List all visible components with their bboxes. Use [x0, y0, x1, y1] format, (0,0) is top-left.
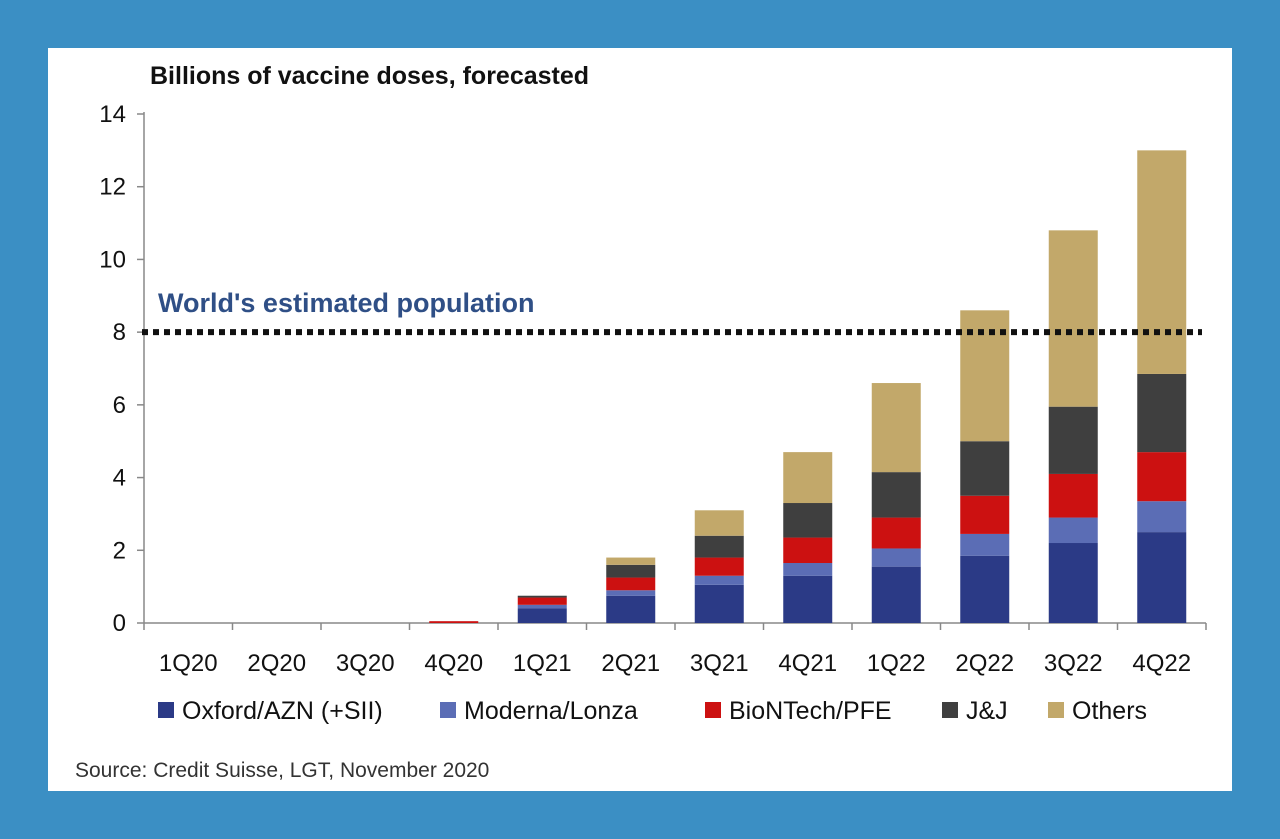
- y-tick-label: 12: [99, 174, 126, 201]
- bar-segment: [960, 555, 1010, 623]
- bar-segment: [783, 503, 833, 538]
- legend-label: Others: [1072, 697, 1147, 725]
- bar-segment: [1048, 517, 1098, 544]
- bar-segment: [871, 472, 921, 518]
- y-tick-label: 6: [113, 392, 126, 419]
- bar-segment: [783, 563, 833, 576]
- x-tick-label: 4Q22: [1132, 650, 1191, 677]
- legend-swatch: [705, 702, 721, 718]
- bar-segment: [1137, 532, 1187, 623]
- reference-line-label: World's estimated population: [158, 288, 534, 318]
- y-axis: 0 2 4 6 8 10 12 14: [99, 101, 145, 637]
- bars: [429, 150, 1187, 623]
- bar-segment: [1137, 373, 1187, 453]
- bar-segment: [694, 584, 744, 623]
- bar-segment: [606, 590, 656, 596]
- bar-segment: [871, 517, 921, 549]
- bar-segment: [694, 575, 744, 585]
- y-tick-label: 10: [99, 246, 126, 273]
- y-tick-label: 4: [113, 465, 126, 492]
- legend: Oxford/AZN (+SII) Moderna/Lonza BioNTech/P…: [158, 697, 1147, 725]
- bar-segment: [1048, 473, 1098, 518]
- legend-swatch: [1048, 702, 1064, 718]
- reference-line-group: World's estimated population: [142, 288, 1202, 336]
- x-tick-label: 3Q22: [1044, 650, 1103, 677]
- x-tick-label: 4Q21: [778, 650, 837, 677]
- bar-segment: [871, 548, 921, 567]
- legend-swatch: [942, 702, 958, 718]
- legend-swatch: [440, 702, 456, 718]
- bar-segment: [1137, 501, 1187, 533]
- bar-segment: [960, 533, 1010, 556]
- chart-title: Billions of vaccine doses, forecasted: [150, 62, 590, 90]
- bar-segment: [1048, 543, 1098, 623]
- x-axis: 1Q20 2Q20 3Q20 4Q20 1Q21 2Q21 3Q21 4Q21 1Q22 2Q22…: [143, 622, 1207, 677]
- legend-label: BioNTech/PFE: [729, 697, 892, 725]
- source-note: Source: Credit Suisse, LGT, November 202…: [75, 759, 490, 782]
- x-tick-label: 4Q20: [424, 650, 483, 677]
- x-tick-label: 1Q22: [867, 650, 926, 677]
- stacked-bar-chart: 0 2 4 6 8 10 12 14 1Q20 2Q20 3Q20 4Q20 1Q21 2Q21 3Q21…: [99, 101, 1207, 725]
- bar-segment: [429, 621, 479, 623]
- legend-label: Oxford/AZN (+SII): [182, 697, 383, 725]
- y-tick-label: 14: [99, 101, 126, 128]
- y-tick-label: 8: [113, 319, 126, 346]
- legend-swatch: [158, 702, 174, 718]
- x-tick-label: 3Q20: [336, 650, 395, 677]
- bar-segment: [694, 557, 744, 576]
- bar-segment: [783, 452, 833, 504]
- bar-segment: [783, 537, 833, 564]
- x-tick-label: 2Q21: [601, 650, 660, 677]
- legend-label: J&J: [966, 697, 1008, 725]
- bar-segment: [871, 566, 921, 623]
- bar-segment: [1048, 230, 1098, 407]
- y-tick-label: 0: [113, 610, 126, 637]
- bar-segment: [1137, 452, 1187, 502]
- x-tick-label: 2Q22: [955, 650, 1014, 677]
- chart-panel: Billions of vaccine doses, forecasted 0 2…: [48, 48, 1232, 791]
- y-tick-label: 2: [113, 537, 126, 564]
- bar-segment: [606, 557, 656, 565]
- bar-segment: [517, 597, 567, 605]
- x-tick-label: 2Q20: [247, 650, 306, 677]
- bar-segment: [606, 595, 656, 623]
- bar-segment: [783, 575, 833, 623]
- x-tick-label: 1Q21: [513, 650, 572, 677]
- bar-segment: [606, 577, 656, 591]
- x-tick-label: 1Q20: [159, 650, 218, 677]
- bar-segment: [694, 535, 744, 558]
- bar-segment: [606, 564, 656, 578]
- bar-segment: [517, 595, 567, 598]
- bar-segment: [960, 441, 1010, 496]
- bar-segment: [871, 383, 921, 473]
- x-tick-label: 3Q21: [690, 650, 749, 677]
- bar-segment: [517, 604, 567, 609]
- bar-segment: [960, 495, 1010, 534]
- bar-segment: [694, 510, 744, 536]
- legend-label: Moderna/Lonza: [464, 697, 638, 725]
- bar-segment: [517, 608, 567, 623]
- bar-segment: [1048, 406, 1098, 474]
- bar-segment: [1137, 150, 1187, 374]
